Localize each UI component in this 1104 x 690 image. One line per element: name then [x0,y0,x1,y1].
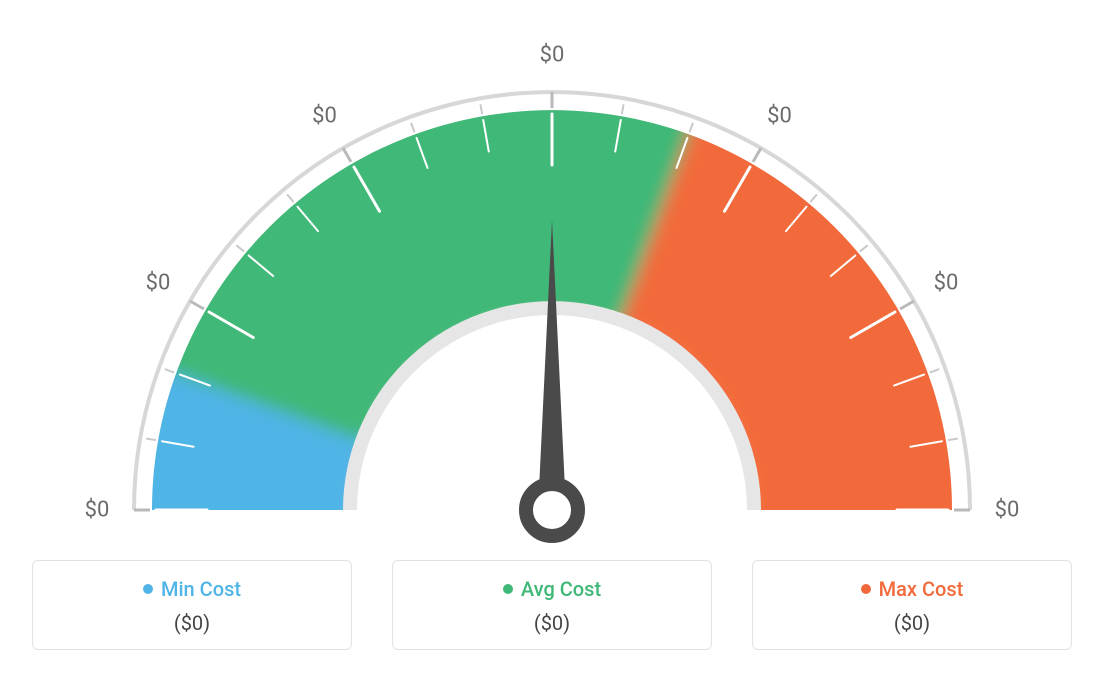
legend-row: Min Cost ($0) Avg Cost ($0) Max Cost ($0… [0,560,1104,650]
legend-card-max: Max Cost ($0) [752,560,1072,650]
legend-dot-max [861,584,871,594]
gauge-tick-label: $0 [85,498,110,523]
legend-label-avg: Avg Cost [521,577,601,601]
legend-card-avg: Avg Cost ($0) [392,560,712,650]
legend-dot-min [143,584,153,594]
legend-title-min: Min Cost [143,577,241,601]
legend-dot-avg [503,584,513,594]
gauge-tick-label: $0 [540,43,565,68]
legend-value-max: ($0) [753,611,1071,635]
legend-value-min: ($0) [33,611,351,635]
gauge-tick-label: $0 [934,270,959,295]
legend-card-min: Min Cost ($0) [32,560,352,650]
gauge-tick-label: $0 [767,103,792,128]
legend-title-avg: Avg Cost [503,577,601,601]
gauge-tick-label: $0 [312,103,337,128]
legend-value-avg: ($0) [393,611,711,635]
gauge-chart: $0 $0 $0 $0 $0 $0 $0 [0,0,1104,560]
legend-label-min: Min Cost [161,577,241,601]
legend-title-max: Max Cost [861,577,964,601]
legend-label-max: Max Cost [879,577,964,601]
gauge-tick-label: $0 [146,270,171,295]
gauge-tick-label: $0 [995,498,1020,523]
